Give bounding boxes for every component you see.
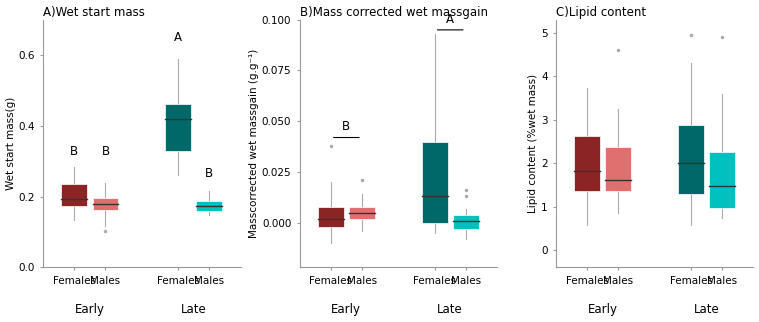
FancyBboxPatch shape <box>165 104 191 151</box>
Text: A: A <box>175 32 182 44</box>
FancyBboxPatch shape <box>93 198 118 210</box>
FancyBboxPatch shape <box>575 136 600 191</box>
FancyBboxPatch shape <box>61 184 87 205</box>
Text: B: B <box>102 145 109 158</box>
FancyBboxPatch shape <box>422 142 448 223</box>
FancyBboxPatch shape <box>197 201 222 211</box>
FancyBboxPatch shape <box>606 147 631 191</box>
Text: B: B <box>71 145 78 158</box>
FancyBboxPatch shape <box>710 152 735 208</box>
Text: A: A <box>446 13 454 26</box>
Text: A)Wet start mass: A)Wet start mass <box>43 5 145 19</box>
Text: C)Lipid content: C)Lipid content <box>556 5 646 19</box>
Y-axis label: Wet start mass(g): Wet start mass(g) <box>5 97 15 190</box>
Text: Late: Late <box>437 303 463 317</box>
Text: Early: Early <box>587 303 618 317</box>
FancyBboxPatch shape <box>318 207 344 227</box>
Text: Early: Early <box>75 303 105 317</box>
Y-axis label: Masscorrected wet massgain (g.g⁻¹): Masscorrected wet massgain (g.g⁻¹) <box>249 49 259 238</box>
Text: Late: Late <box>694 303 720 317</box>
FancyBboxPatch shape <box>453 215 479 229</box>
Text: Late: Late <box>181 303 206 317</box>
Y-axis label: Lipid content (%wet mass): Lipid content (%wet mass) <box>528 74 538 213</box>
Text: B: B <box>342 120 351 133</box>
Text: B: B <box>206 167 213 180</box>
FancyBboxPatch shape <box>678 125 704 194</box>
FancyBboxPatch shape <box>349 207 375 219</box>
Text: B)Mass corrected wet massgain: B)Mass corrected wet massgain <box>300 5 487 19</box>
Text: Early: Early <box>332 303 361 317</box>
